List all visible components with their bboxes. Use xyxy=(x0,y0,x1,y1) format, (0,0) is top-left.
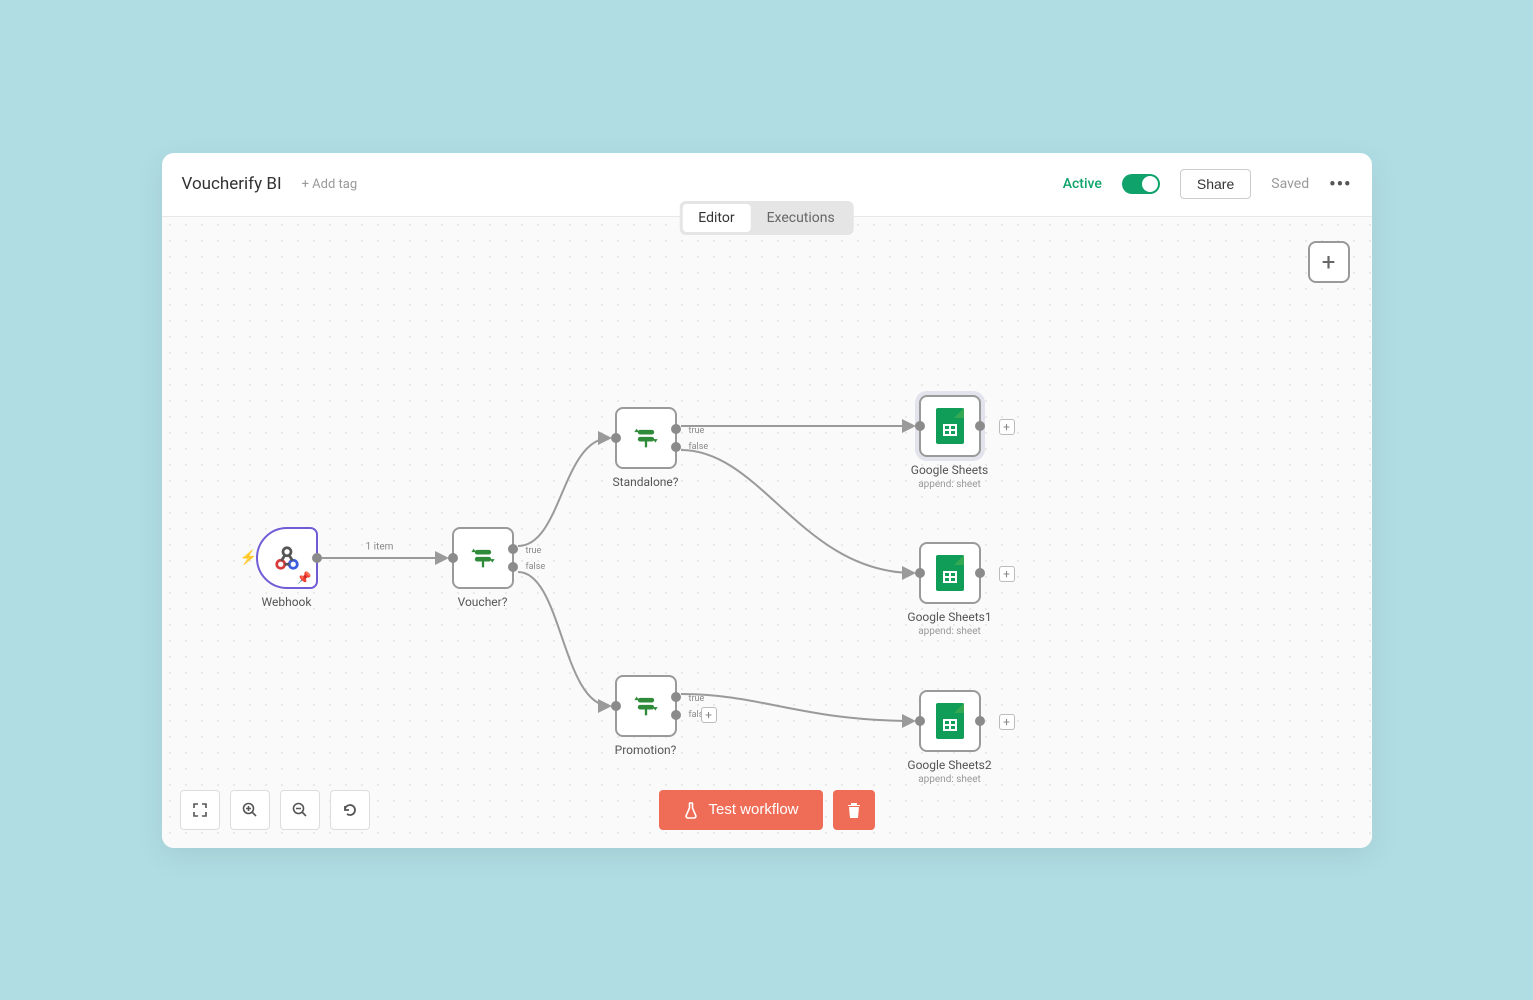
node-label: Google Sheets xyxy=(911,463,988,477)
bottom-actions: Test workflow xyxy=(658,790,874,830)
if-icon xyxy=(630,690,662,722)
header-right: Active Share Saved ••• xyxy=(1063,169,1352,199)
node-sublabel: append: sheet xyxy=(918,479,981,490)
pin-icon: 📌 xyxy=(297,571,312,585)
port-out-true[interactable]: true xyxy=(671,692,681,702)
port-in[interactable] xyxy=(915,716,925,726)
add-connection-button[interactable]: + xyxy=(999,419,1015,435)
google-sheets-icon xyxy=(936,703,964,739)
port-out-false[interactable]: false xyxy=(508,562,518,572)
node-label: Voucher? xyxy=(458,595,508,609)
port-in[interactable] xyxy=(915,568,925,578)
port-in[interactable] xyxy=(448,553,458,563)
port-label-false: false xyxy=(689,442,709,452)
port-label-true: true xyxy=(689,694,705,704)
fullscreen-icon xyxy=(192,802,208,818)
node-sublabel: append: sheet xyxy=(918,626,981,637)
port-out-false[interactable]: false xyxy=(671,442,681,452)
edge xyxy=(518,438,610,546)
port-label-true: true xyxy=(526,546,542,556)
undo-icon xyxy=(341,801,359,819)
node-promotion[interactable]: true false + Promotion? xyxy=(615,675,677,737)
lightning-icon: ⚡ xyxy=(240,550,257,566)
reset-view-button[interactable] xyxy=(330,790,370,830)
add-tag-button[interactable]: + Add tag xyxy=(302,177,358,192)
node-label: Google Sheets1 xyxy=(907,610,991,624)
add-connection-button[interactable]: + xyxy=(999,714,1015,730)
more-menu-icon[interactable]: ••• xyxy=(1329,174,1351,195)
port-out-false[interactable]: false xyxy=(671,710,681,720)
zoom-out-button[interactable] xyxy=(280,790,320,830)
port-label-true: true xyxy=(689,426,705,436)
test-workflow-label: Test workflow xyxy=(708,801,798,818)
edge-label: 1 item xyxy=(364,541,396,552)
edges-layer xyxy=(162,217,1372,848)
add-node-button[interactable]: + xyxy=(1308,241,1350,283)
google-sheets-icon xyxy=(936,555,964,591)
port-out[interactable] xyxy=(312,553,322,563)
node-google-sheets[interactable]: + Google Sheets append: sheet xyxy=(919,395,981,457)
saved-status: Saved xyxy=(1271,176,1309,192)
add-connection-button[interactable]: + xyxy=(701,707,717,723)
delete-button[interactable] xyxy=(833,790,875,830)
add-connection-button[interactable]: + xyxy=(999,566,1015,582)
node-google-sheets1[interactable]: + Google Sheets1 append: sheet xyxy=(919,542,981,604)
active-label: Active xyxy=(1063,176,1102,192)
node-standalone[interactable]: true false Standalone? xyxy=(615,407,677,469)
node-sublabel: append: sheet xyxy=(918,774,981,785)
port-out[interactable] xyxy=(975,716,985,726)
port-label-false: false xyxy=(526,562,546,572)
plus-icon: + xyxy=(1322,248,1336,276)
tab-executions[interactable]: Executions xyxy=(751,204,851,232)
node-google-sheets2[interactable]: + Google Sheets2 append: sheet xyxy=(919,690,981,752)
if-icon xyxy=(467,542,499,574)
workflow-canvas[interactable]: 1 item ⚡ 📌 Webhook xyxy=(162,217,1372,848)
google-sheets-icon xyxy=(936,408,964,444)
node-label: Promotion? xyxy=(615,743,677,757)
if-icon xyxy=(630,422,662,454)
view-controls xyxy=(180,790,370,830)
test-workflow-button[interactable]: Test workflow xyxy=(658,790,822,830)
trash-icon xyxy=(846,801,862,819)
edge xyxy=(518,572,610,706)
port-out[interactable] xyxy=(975,568,985,578)
view-tabs: Editor Executions xyxy=(679,201,853,235)
header-left: Voucherify BI + Add tag xyxy=(182,174,358,194)
fit-view-button[interactable] xyxy=(180,790,220,830)
node-voucher[interactable]: true false Voucher? xyxy=(452,527,514,589)
active-toggle[interactable] xyxy=(1122,174,1160,194)
zoom-out-icon xyxy=(291,801,309,819)
port-out[interactable] xyxy=(975,421,985,431)
zoom-in-button[interactable] xyxy=(230,790,270,830)
port-out-true[interactable]: true xyxy=(671,424,681,434)
share-button[interactable]: Share xyxy=(1180,169,1251,199)
node-webhook[interactable]: ⚡ 📌 Webhook xyxy=(256,527,318,589)
workflow-title[interactable]: Voucherify BI xyxy=(182,174,282,194)
node-label: Standalone? xyxy=(613,475,679,489)
webhook-icon xyxy=(272,543,302,573)
port-in[interactable] xyxy=(611,701,621,711)
flask-icon xyxy=(682,801,698,819)
tab-editor[interactable]: Editor xyxy=(682,204,750,232)
port-in[interactable] xyxy=(611,433,621,443)
app-window: Voucherify BI + Add tag Active Share Sav… xyxy=(162,153,1372,848)
node-label: Google Sheets2 xyxy=(907,758,991,772)
port-in[interactable] xyxy=(915,421,925,431)
node-label: Webhook xyxy=(262,595,312,609)
edge xyxy=(681,450,914,573)
port-out-true[interactable]: true xyxy=(508,544,518,554)
zoom-in-icon xyxy=(241,801,259,819)
